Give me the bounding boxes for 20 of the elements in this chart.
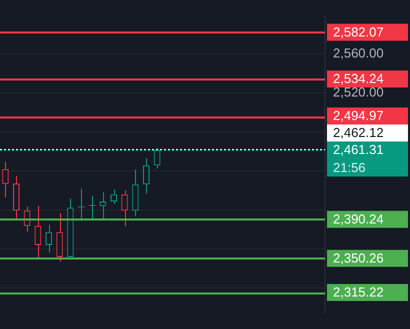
y-tick-label: 2,520.00 xyxy=(333,84,384,100)
candlestick xyxy=(132,169,139,217)
ref-line-label: 2,390.24 xyxy=(333,211,384,226)
ref-line-label: 2,462.12 xyxy=(333,125,384,140)
y-tick-label: 2,560.00 xyxy=(333,45,384,60)
text: 21:56 xyxy=(333,160,366,176)
candlestick xyxy=(121,190,128,227)
candlestick xyxy=(143,157,150,194)
candlestick xyxy=(2,161,9,198)
ref-line-label: 2,582.07 xyxy=(333,24,384,40)
candlestick xyxy=(13,176,20,220)
candlestick xyxy=(56,212,63,262)
candlestick xyxy=(34,205,42,258)
ref-line-label: 2,534.24 xyxy=(333,71,384,86)
ref-line-label: 2,315.22 xyxy=(333,284,384,300)
ref-line-label: 2,461.31 xyxy=(333,142,384,158)
ref-line-label: 2,494.97 xyxy=(333,108,384,124)
ref-line-label: 2,350.26 xyxy=(333,250,384,266)
candlestick xyxy=(46,224,52,254)
candlestick xyxy=(67,198,74,258)
